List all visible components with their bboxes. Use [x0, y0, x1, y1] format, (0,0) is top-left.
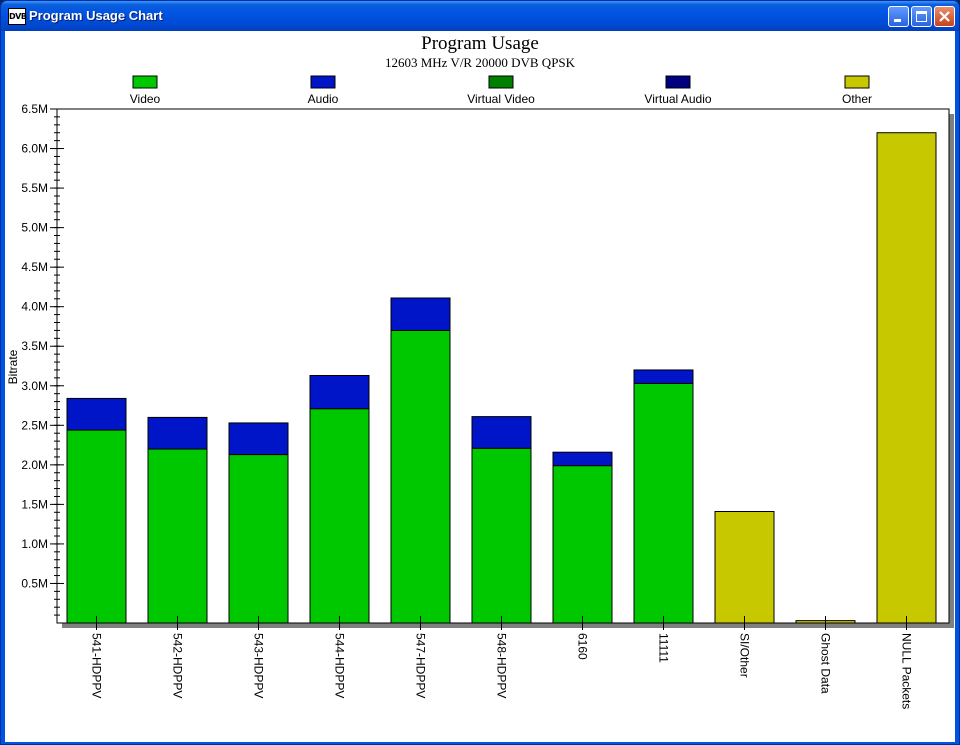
program-usage-chart: Program Usage 12603 MHz V/R 20000 DVB QP… [6, 33, 954, 709]
legend-label: Virtual Audio [644, 92, 711, 106]
y-tick-label: 5.5M [21, 181, 48, 195]
legend-label: Other [842, 92, 872, 106]
x-category-label: 6160 [576, 633, 590, 660]
y-axis: 0.5M 1.0M 1.5M 2.0M 2.5M 3.0M 3.5M 4.0M 4.5M 5.0M… [21, 102, 64, 616]
x-category-label: 542-HDPPV [171, 633, 185, 698]
legend-item: Virtual Video [467, 75, 535, 106]
plot-area: 0.5M 1.0M 1.5M 2.0M 2.5M 3.0M 3.5M 4.0M 4.5M 5.0M… [21, 102, 954, 709]
bar-segment [633, 382, 694, 624]
legend-swatch [665, 75, 691, 89]
close-button[interactable] [934, 6, 955, 27]
y-tick-label: 6.5M [21, 102, 48, 116]
minimize-button[interactable] [888, 6, 909, 27]
y-tick-label: 6.0M [21, 142, 48, 156]
legend-label: Virtual Video [467, 92, 535, 106]
x-category-label: SI/Other [738, 633, 752, 678]
bar-segment [876, 132, 937, 624]
bar-segment [66, 429, 127, 624]
bar-segment [147, 416, 208, 450]
bar-segment [633, 369, 694, 384]
minimize-icon [894, 19, 901, 22]
bar-segment [552, 465, 613, 624]
x-category-label: 548-HDPPV [495, 633, 509, 698]
legend-item: Audio [308, 75, 339, 106]
x-category-label: 544-HDPPV [333, 633, 347, 698]
y-tick-label: 2.0M [21, 458, 48, 472]
x-category-label: 541-HDPPV [90, 633, 104, 698]
y-tick-label: 1.5M [21, 497, 48, 511]
legend-label: Video [130, 92, 161, 106]
bar-segment [309, 408, 370, 624]
legend-swatch [844, 75, 870, 89]
legend-item: Video [130, 75, 161, 106]
legend-item: Virtual Audio [644, 75, 712, 106]
y-tick-label: 0.5M [21, 576, 48, 590]
chart-title: Program Usage [421, 33, 539, 54]
title-bar[interactable]: DVB Program Usage Chart [1, 1, 959, 31]
bar-segment [471, 447, 532, 624]
bar-segment [66, 397, 127, 431]
bar-segment [228, 454, 289, 624]
legend-item: Other [842, 75, 872, 106]
y-tick-label: 4.5M [21, 260, 48, 274]
window-title: Program Usage Chart [29, 8, 163, 23]
x-category-label: 547-HDPPV [414, 633, 428, 698]
x-category-label: 543-HDPPV [252, 633, 266, 698]
y-axis-label: Bitrate [6, 349, 20, 384]
y-tick-label: 1.0M [21, 537, 48, 551]
y-tick-label: 5.0M [21, 221, 48, 235]
y-tick-label: 2.5M [21, 418, 48, 432]
maximize-icon [916, 11, 927, 22]
bar-segment [309, 374, 370, 410]
chart-subtitle: 12603 MHz V/R 20000 DVB QPSK [385, 55, 576, 70]
bar-segment [471, 416, 532, 449]
dvb-app-icon: DVB [8, 8, 27, 25]
legend-label: Audio [308, 92, 339, 106]
bar-segment [714, 511, 775, 624]
legend-swatch [132, 75, 158, 89]
chart-legend: Video Audio Virtual Video Virtual Audio Othe… [130, 75, 872, 106]
bar-segment [390, 297, 451, 331]
bar-segment [228, 422, 289, 456]
y-tick-label: 3.0M [21, 379, 48, 393]
bar-segment [390, 329, 451, 624]
chart-area: Program Usage 12603 MHz V/R 20000 DVB QP… [5, 31, 955, 742]
close-icon [939, 11, 950, 22]
bar-segment [552, 451, 613, 467]
maximize-button[interactable] [911, 6, 932, 27]
legend-swatch [310, 75, 336, 89]
bar-segment [147, 448, 208, 624]
x-category-label: NULL Packets [900, 633, 914, 709]
x-category-label: 11111 [657, 633, 671, 663]
x-category-label: Ghost Data [819, 633, 833, 694]
y-tick-label: 4.0M [21, 300, 48, 314]
legend-swatch [488, 75, 514, 89]
y-tick-label: 3.5M [21, 339, 48, 353]
